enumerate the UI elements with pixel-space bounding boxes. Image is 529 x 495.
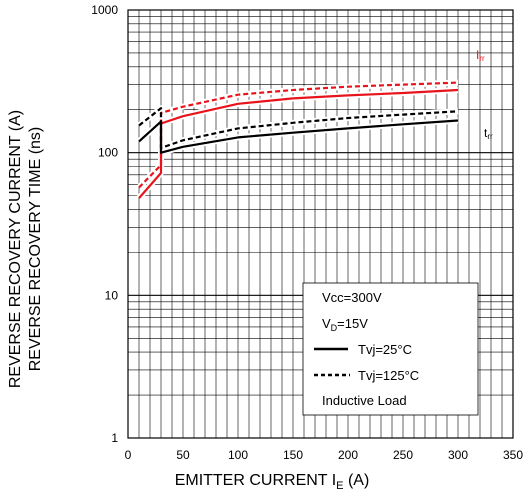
series-lines <box>136 79 459 201</box>
legend-solid-label: Tvj=25°C <box>358 342 412 357</box>
x-axis-label: EMITTER CURRENT IE (A) <box>175 472 370 492</box>
y-tick-label: 100 <box>98 146 118 160</box>
x-tick-label: 350 <box>503 448 523 462</box>
x-tick-label: 200 <box>338 448 358 462</box>
series-line-irr-25c <box>138 88 459 199</box>
x-tick-label: 50 <box>176 448 190 462</box>
x-tick-label: 150 <box>283 448 303 462</box>
y-axis-label-line1: REVERSE RECOVERY CURRENT (A) <box>7 110 24 388</box>
plot-frame <box>127 9 514 439</box>
y-tick-label: 10 <box>105 288 119 302</box>
x-tick-label: 300 <box>448 448 468 462</box>
x-tick-label: 250 <box>393 448 413 462</box>
y-tick-label: 1 <box>111 431 118 445</box>
legend-vcc: Vcc=300V <box>322 290 382 305</box>
y-tick-label: 1000 <box>91 3 118 17</box>
series-line-trr-125c <box>138 107 459 149</box>
legend-load: Inductive Load <box>322 393 407 408</box>
legend-vd: VD=15V <box>322 316 368 333</box>
x-tick-label: 100 <box>228 448 248 462</box>
x-tick-label: 0 <box>125 448 132 462</box>
series-label-trr: trr <box>484 126 493 141</box>
y-axis-label-line2: REVERSE RECOVERY TIME (ns) <box>27 127 44 372</box>
x-tick-labels: 0 50 100 150 200 250 300 350 <box>125 448 524 462</box>
series-label-irr: Irr <box>476 48 485 63</box>
legend: Vcc=300V VD=15V Tvj=25°C Tvj=125°C Induc… <box>302 282 479 416</box>
y-tick-labels: 1 10 100 1000 <box>91 3 118 445</box>
legend-dashed-label: Tvj=125°C <box>358 368 419 383</box>
